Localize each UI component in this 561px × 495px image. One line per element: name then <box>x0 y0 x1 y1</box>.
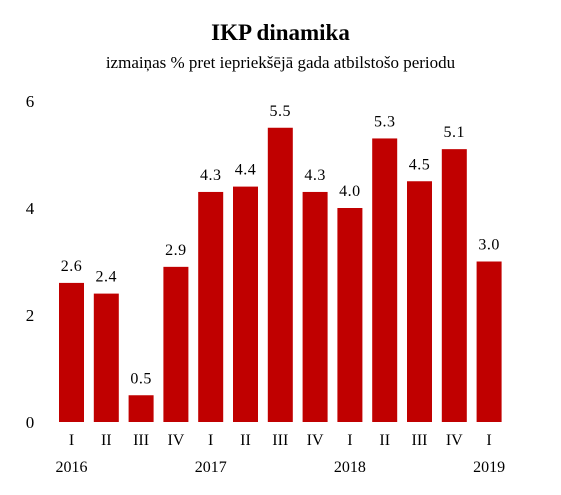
x-tick-label: IV <box>307 432 324 449</box>
x-tick-label: I <box>69 432 74 449</box>
x-tick-label: II <box>379 432 390 449</box>
data-label: 2.4 <box>96 269 118 286</box>
bar <box>163 266 189 422</box>
year-label: 2019 <box>473 459 505 476</box>
x-tick-label: I <box>347 432 352 449</box>
year-label: 2018 <box>334 459 366 476</box>
x-tick-label: III <box>133 432 149 449</box>
x-tick-label: III <box>272 432 288 449</box>
data-label: 2.9 <box>165 242 187 259</box>
bar <box>198 191 224 422</box>
x-tick-label: IV <box>446 432 463 449</box>
data-label: 2.6 <box>61 258 83 275</box>
x-tick-label: II <box>101 432 112 449</box>
data-label: 0.5 <box>130 370 152 387</box>
y-tick-label: 0 <box>26 413 35 432</box>
bar <box>233 186 258 422</box>
data-label: 4.3 <box>200 167 222 184</box>
data-label: 4.5 <box>409 156 431 173</box>
y-tick-label: 2 <box>26 306 35 325</box>
data-label: 4.4 <box>235 162 257 179</box>
bar <box>267 127 293 422</box>
data-label: 4.3 <box>304 167 326 184</box>
chart-title: IKP dinamika <box>211 20 350 45</box>
bar <box>372 138 398 422</box>
data-label: 5.1 <box>444 124 466 141</box>
bar <box>93 293 119 422</box>
bar <box>476 261 502 422</box>
chart-subtitle: izmaiņas % pret iepriekšējā gada atbilst… <box>105 53 456 72</box>
bar <box>128 395 154 422</box>
year-label: 2016 <box>56 459 88 476</box>
data-label: 5.5 <box>270 103 292 120</box>
bar <box>441 149 467 422</box>
x-tick-label: IV <box>167 432 184 449</box>
y-tick-label: 6 <box>26 92 35 111</box>
data-label: 5.3 <box>374 113 396 130</box>
bar <box>407 181 432 422</box>
data-label: 3.0 <box>478 237 500 254</box>
bar <box>337 208 363 422</box>
x-tick-label: III <box>412 432 428 449</box>
data-label: 4.0 <box>339 183 361 200</box>
x-tick-label: I <box>486 432 491 449</box>
bar <box>302 191 328 422</box>
x-tick-label: II <box>240 432 251 449</box>
year-label: 2017 <box>195 459 227 476</box>
x-tick-label: I <box>208 432 213 449</box>
bar <box>59 282 84 422</box>
y-tick-label: 4 <box>26 199 35 218</box>
